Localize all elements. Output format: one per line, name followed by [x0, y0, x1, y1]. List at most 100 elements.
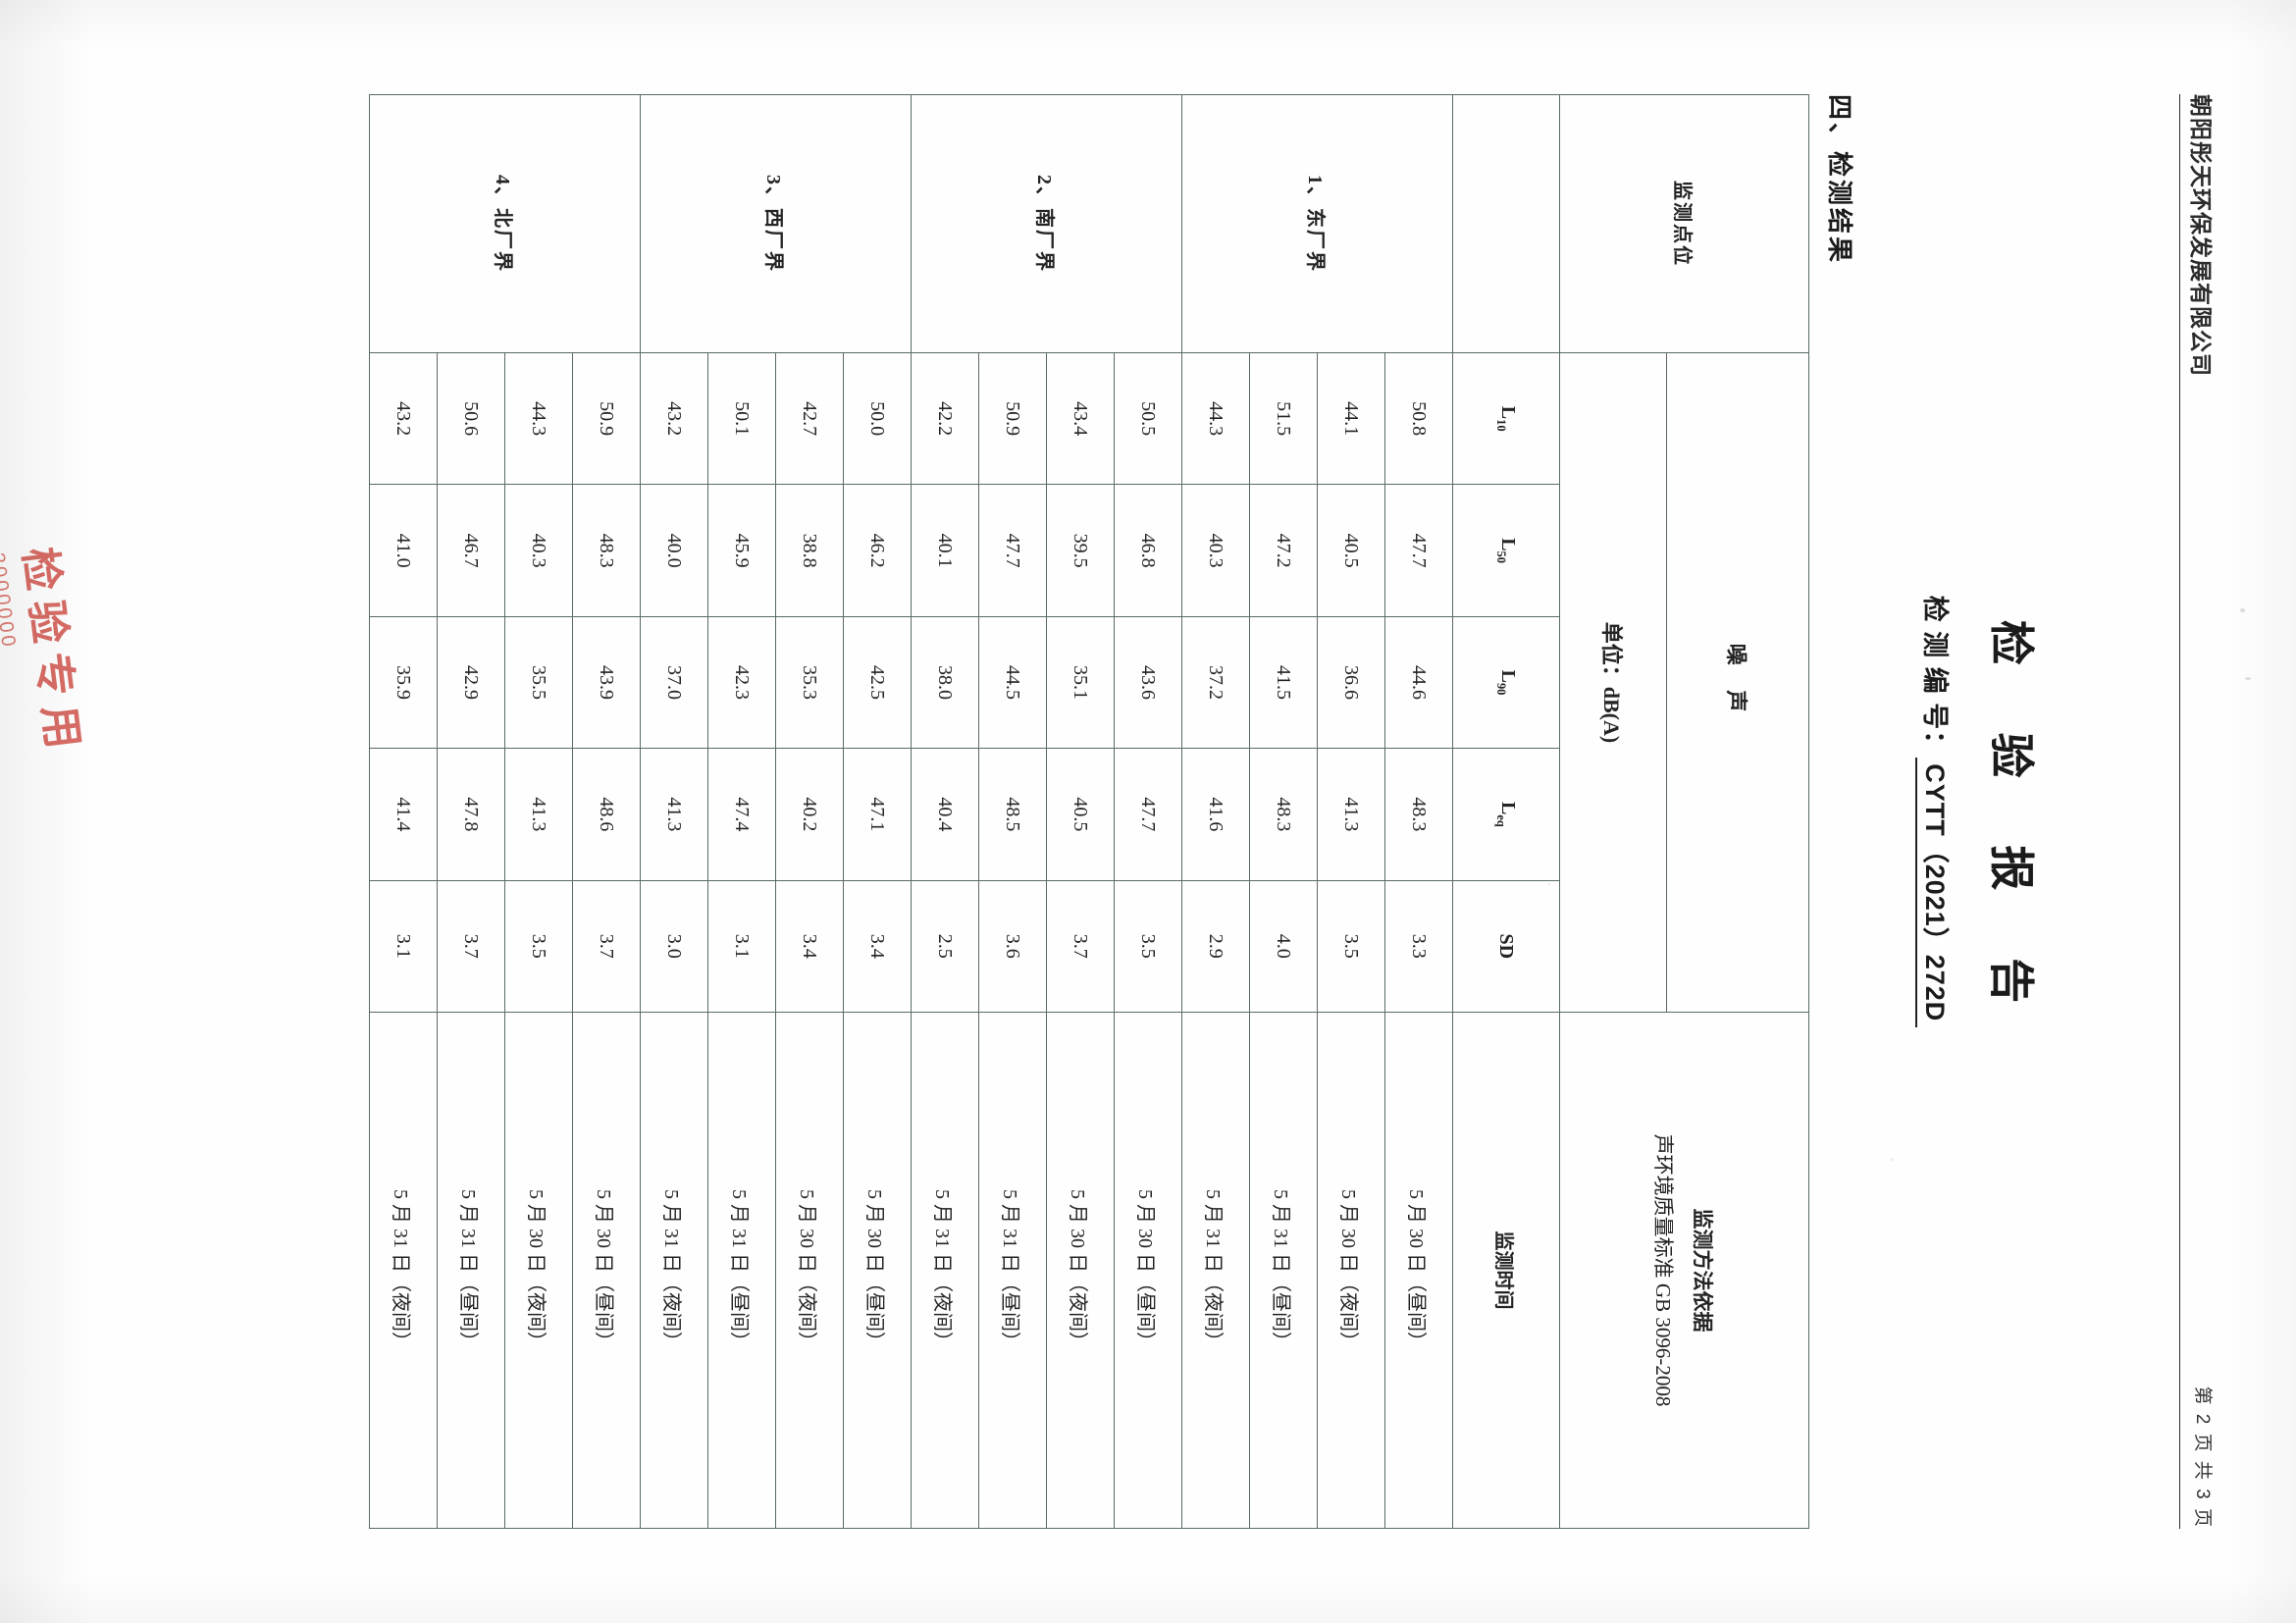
cell-monitoring-time: 5 月 31 日（夜间） — [640, 1012, 708, 1529]
cell-l90: 35.9 — [369, 616, 438, 749]
cell-sd: 3.5 — [1114, 880, 1182, 1013]
cell-leq: 47.4 — [707, 748, 776, 881]
cell-monitoring-time: 5 月 30 日（夜间） — [1317, 1012, 1385, 1529]
cell-leq: 40.4 — [911, 748, 979, 881]
th-monitoring-point: 监测点位 — [1559, 94, 1809, 353]
cell-l50: 40.3 — [504, 484, 573, 617]
table-row: 1、东厂界 50.8 47.7 44.6 48.3 3.3 5 月 30 日（昼间） — [1181, 94, 1453, 1529]
cell-leq: 41.4 — [369, 748, 438, 881]
cell-leq: 48.3 — [1384, 748, 1453, 881]
cell-l10: 42.2 — [911, 352, 979, 485]
cell-l90: 35.5 — [504, 616, 573, 749]
cell-sd: 3.1 — [707, 880, 776, 1013]
cell-l90: 43.9 — [572, 616, 641, 749]
cell-l50: 40.1 — [911, 484, 979, 617]
table-header-row-1: 监测点位 噪 声 监测方法依据 声环境质量标准 GB 3096-2008 — [1559, 94, 1809, 1529]
report-number-line: 检 测 编 号：CYTT（2021）272D — [1915, 94, 1957, 1529]
cell-sd: 3.7 — [437, 880, 505, 1013]
inspection-seal: 检验专用 3000000 — [0, 544, 110, 850]
cell-leq: 48.3 — [1249, 748, 1318, 881]
cell-sd: 3.7 — [1046, 880, 1115, 1013]
cell-l50: 47.7 — [978, 484, 1047, 617]
cell-leq: 41.6 — [1181, 748, 1250, 881]
cell-l50: 47.7 — [1384, 484, 1453, 617]
document-header: 朝阳彤天环保发展有限公司 第 2 页 共 3 页 — [2102, 94, 2219, 1529]
cell-monitoring-time: 5 月 30 日（昼间） — [1114, 1012, 1182, 1529]
page-number: 第 2 页 共 3 页 — [2192, 1386, 2213, 1529]
cell-leq: 48.5 — [978, 748, 1047, 881]
cell-l10: 42.7 — [775, 352, 844, 485]
cell-l10: 50.5 — [1114, 352, 1182, 485]
section-heading: 四、检测结果 — [1825, 94, 1854, 266]
cell-l90: 41.5 — [1249, 616, 1318, 749]
table-row: 2、南厂界 50.5 46.8 43.6 47.7 3.5 5 月 30 日（昼间） — [911, 94, 1182, 1529]
cell-l10: 43.4 — [1046, 352, 1115, 485]
cell-leq: 41.3 — [640, 748, 708, 881]
cell-l90: 35.1 — [1046, 616, 1115, 749]
cell-sd: 2.9 — [1181, 880, 1250, 1013]
cell-l90: 37.2 — [1181, 616, 1250, 749]
cell-l50: 48.3 — [572, 484, 641, 617]
results-table: 监测点位 噪 声 监测方法依据 声环境质量标准 GB 3096-2008 单位：… — [369, 94, 1809, 1529]
cell-l50: 47.2 — [1249, 484, 1318, 617]
cell-leq: 47.7 — [1114, 748, 1182, 881]
cell-sd: 4.0 — [1249, 880, 1318, 1013]
th-leq: Leq — [1452, 748, 1560, 881]
cell-l50: 40.0 — [640, 484, 708, 617]
cell-l10: 50.0 — [843, 352, 912, 485]
cell-monitoring-time: 5 月 30 日（夜间） — [1046, 1012, 1115, 1529]
cell-leq: 41.3 — [504, 748, 573, 881]
cell-l50: 46.7 — [437, 484, 505, 617]
cell-l50: 40.5 — [1317, 484, 1385, 617]
th-pollutant: 噪 声 — [1666, 352, 1809, 1013]
cell-l50: 39.5 — [1046, 484, 1115, 617]
seal-number: 3000000 — [0, 551, 20, 651]
cell-l90: 42.9 — [437, 616, 505, 749]
cell-l50: 45.9 — [707, 484, 776, 617]
th-method: 监测方法依据 声环境质量标准 GB 3096-2008 — [1559, 1012, 1809, 1529]
cell-monitoring-time: 5 月 30 日（昼间） — [843, 1012, 912, 1529]
cell-leq: 47.1 — [843, 748, 912, 881]
cell-sd: 3.4 — [775, 880, 844, 1013]
cell-monitoring-time: 5 月 31 日（夜间） — [369, 1012, 438, 1529]
cell-l50: 40.3 — [1181, 484, 1250, 617]
cell-l10: 50.9 — [978, 352, 1047, 485]
cell-sd: 3.7 — [572, 880, 641, 1013]
th-unit: 单位：dB(A) — [1559, 352, 1667, 1013]
cell-monitoring-time: 5 月 30 日（夜间） — [775, 1012, 844, 1529]
cell-l10: 51.5 — [1249, 352, 1318, 485]
cell-leq: 40.2 — [775, 748, 844, 881]
th-l90: L90 — [1452, 616, 1560, 749]
cell-l50: 46.2 — [843, 484, 912, 617]
report-title: 检 验 报 告 — [1986, 619, 2037, 1031]
cell-sd: 3.5 — [504, 880, 573, 1013]
cell-monitoring-time: 5 月 31 日（夜间） — [1181, 1012, 1250, 1529]
cell-monitoring-point: 3、西厂界 — [640, 94, 912, 353]
cell-leq: 47.8 — [437, 748, 505, 881]
cell-monitoring-time: 5 月 30 日（昼间） — [572, 1012, 641, 1529]
cell-l10: 43.2 — [369, 352, 438, 485]
cell-sd: 2.5 — [911, 880, 979, 1013]
cell-monitoring-point: 4、北厂界 — [369, 94, 641, 353]
th-sd: SD — [1452, 880, 1560, 1013]
cell-l50: 38.8 — [775, 484, 844, 617]
cell-leq: 41.3 — [1317, 748, 1385, 881]
company-name: 朝阳彤天环保发展有限公司 — [2188, 94, 2214, 377]
header-divider — [2179, 94, 2180, 1529]
cell-l90: 35.3 — [775, 616, 844, 749]
table-row: 3、西厂界 50.0 46.2 42.5 47.1 3.4 5 月 30 日（昼间） — [640, 94, 912, 1529]
cell-sd: 3.6 — [978, 880, 1047, 1013]
cell-sd: 3.0 — [640, 880, 708, 1013]
cell-l10: 50.8 — [1384, 352, 1453, 485]
cell-monitoring-time: 5 月 31 日（夜间） — [911, 1012, 979, 1529]
cell-sd: 3.1 — [369, 880, 438, 1013]
cell-l10: 50.1 — [707, 352, 776, 485]
cell-l90: 44.6 — [1384, 616, 1453, 749]
cell-l90: 44.5 — [978, 616, 1047, 749]
cell-leq: 40.5 — [1046, 748, 1115, 881]
cell-monitoring-time: 5 月 31 日（昼间） — [707, 1012, 776, 1529]
cell-l10: 50.9 — [572, 352, 641, 485]
cell-l90: 36.6 — [1317, 616, 1385, 749]
th-l50: L50 — [1452, 484, 1560, 617]
